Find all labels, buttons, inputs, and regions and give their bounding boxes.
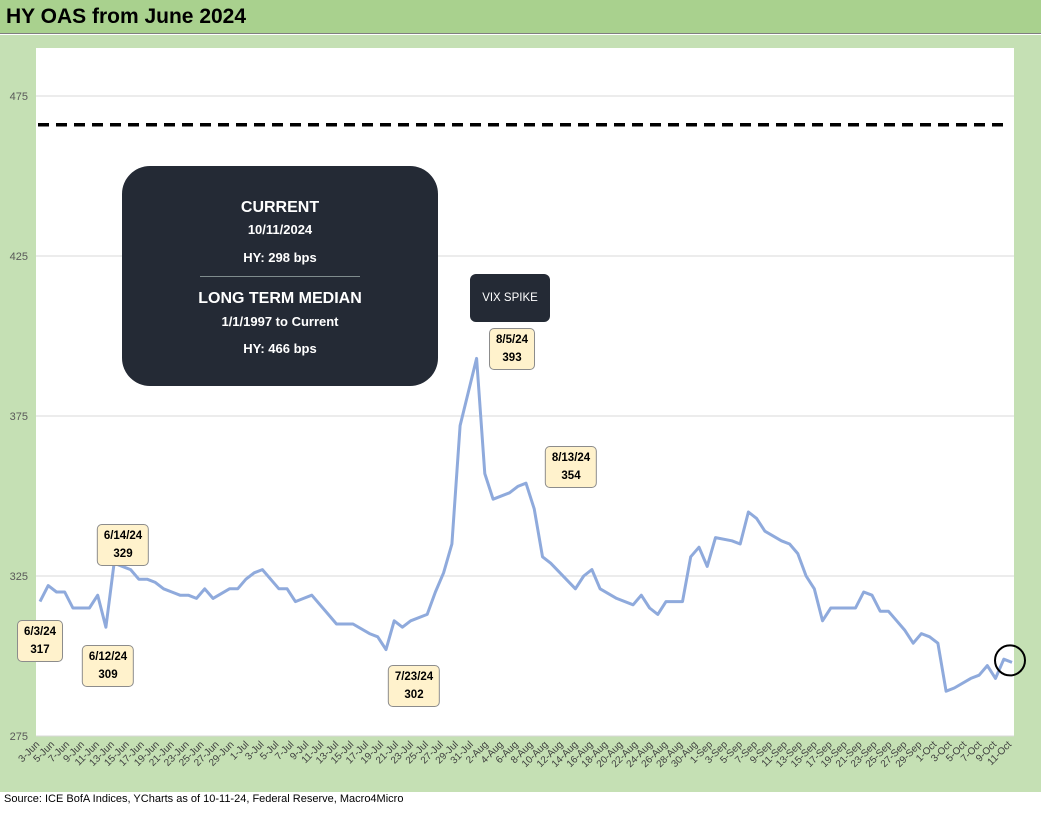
- callout-jul-23: 7/23/24 302: [388, 665, 440, 707]
- y-tick-label: 475: [10, 91, 28, 103]
- callout-value: 309: [89, 666, 127, 684]
- callout-date: 6/14/24: [104, 527, 142, 545]
- callout-value: 354: [552, 467, 590, 485]
- callout-jun-14: 6/14/24 329: [97, 524, 149, 566]
- callout-value: 317: [24, 641, 56, 659]
- callout-jun-12: 6/12/24 309: [82, 645, 134, 687]
- callout-date: 6/12/24: [89, 648, 127, 666]
- median-title: LONG TERM MEDIAN: [122, 290, 438, 308]
- vix-spike-label: VIX SPIKE: [470, 274, 550, 322]
- divider: [200, 276, 360, 277]
- y-tick-label: 275: [10, 731, 28, 743]
- current-value: HY: 298 bps: [122, 250, 438, 265]
- callout-date: 8/5/24: [496, 331, 528, 349]
- current-date: 10/11/2024: [122, 222, 438, 237]
- callout-value: 393: [496, 349, 528, 367]
- y-tick-label: 425: [10, 251, 28, 263]
- callout-date: 7/23/24: [395, 668, 433, 686]
- callout-value: 302: [395, 686, 433, 704]
- callout-jun-3: 6/3/24 317: [17, 620, 63, 662]
- median-value: HY: 466 bps: [122, 341, 438, 356]
- y-tick-label: 375: [10, 411, 28, 423]
- current-title: CURRENT: [122, 199, 438, 217]
- y-tick-label: 325: [10, 571, 28, 583]
- series-line: [40, 358, 1012, 691]
- callout-aug-13: 8/13/24 354: [545, 446, 597, 488]
- median-period: 1/1/1997 to Current: [122, 314, 438, 329]
- source-note: Source: ICE BofA Indices, YCharts as of …: [4, 793, 403, 805]
- callout-date: 8/13/24: [552, 449, 590, 467]
- info-box: CURRENT 10/11/2024 HY: 298 bps LONG TERM…: [122, 166, 438, 386]
- callout-aug-5: 8/5/24 393: [489, 328, 535, 370]
- callout-value: 329: [104, 545, 142, 563]
- callout-date: 6/3/24: [24, 623, 56, 641]
